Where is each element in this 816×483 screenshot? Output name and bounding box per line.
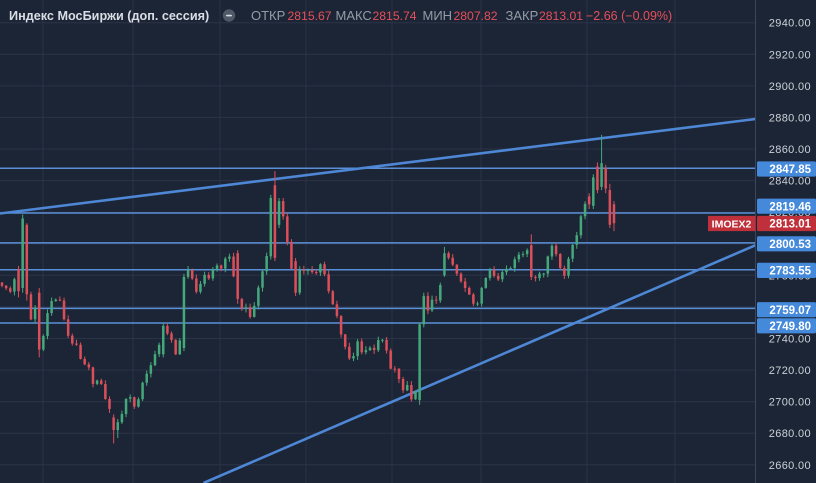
svg-text:2815.67: 2815.67 bbox=[288, 9, 332, 23]
svg-text:2680.00: 2680.00 bbox=[769, 428, 811, 440]
svg-text:2840.00: 2840.00 bbox=[769, 176, 811, 188]
svg-text:2880.00: 2880.00 bbox=[769, 112, 811, 124]
svg-text:МИН: МИН bbox=[423, 8, 453, 23]
svg-text:−2.66 (−0.09%): −2.66 (−0.09%) bbox=[586, 9, 672, 23]
svg-text:2807.82: 2807.82 bbox=[454, 9, 498, 23]
svg-text:2815.74: 2815.74 bbox=[373, 9, 417, 23]
svg-text:2740.00: 2740.00 bbox=[769, 334, 811, 346]
svg-text:2800.53: 2800.53 bbox=[769, 239, 811, 251]
svg-text:2660.00: 2660.00 bbox=[769, 460, 811, 472]
svg-text:ОТКР: ОТКР bbox=[251, 8, 285, 23]
svg-text:2900.00: 2900.00 bbox=[769, 81, 811, 93]
svg-text:2847.85: 2847.85 bbox=[769, 164, 811, 176]
svg-text:ЗАКР: ЗАКР bbox=[506, 8, 539, 23]
svg-text:2749.80: 2749.80 bbox=[769, 321, 811, 333]
svg-text:2720.00: 2720.00 bbox=[769, 365, 811, 377]
svg-text:2813.01: 2813.01 bbox=[769, 219, 811, 231]
svg-text:2700.00: 2700.00 bbox=[769, 397, 811, 409]
svg-text:2860.00: 2860.00 bbox=[769, 144, 811, 156]
svg-text:МАКС: МАКС bbox=[336, 8, 372, 23]
svg-text:2759.07: 2759.07 bbox=[769, 305, 811, 317]
svg-text:Индекс МосБиржи (доп. сессия): Индекс МосБиржи (доп. сессия) bbox=[9, 9, 209, 23]
svg-text:2940.00: 2940.00 bbox=[769, 18, 811, 30]
svg-text:2819.46: 2819.46 bbox=[769, 201, 811, 213]
svg-text:2920.00: 2920.00 bbox=[769, 49, 811, 61]
svg-text:2813.01: 2813.01 bbox=[539, 9, 583, 23]
svg-text:IMOEX2: IMOEX2 bbox=[712, 219, 752, 231]
svg-text:2783.55: 2783.55 bbox=[769, 266, 811, 278]
